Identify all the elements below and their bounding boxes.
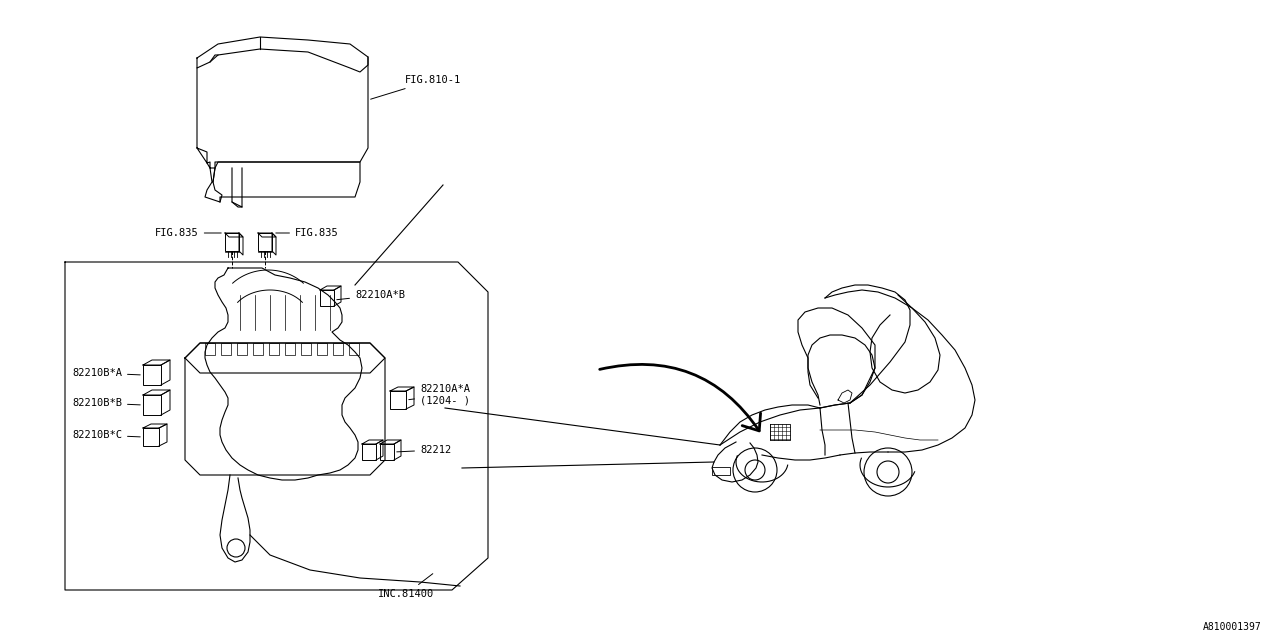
Text: 82212: 82212 [397,445,452,455]
Text: 82210A*A
(1204- ): 82210A*A (1204- ) [408,384,470,406]
Bar [143,365,161,385]
Bar [143,428,159,446]
Bar [380,444,394,460]
Text: FIG.835: FIG.835 [275,228,339,238]
Bar [390,391,406,409]
Bar [205,343,215,355]
FancyArrowPatch shape [600,364,760,431]
Bar [253,343,262,355]
Bar [221,343,230,355]
Text: 82210B*A: 82210B*A [72,368,141,378]
Text: FIG.810-1: FIG.810-1 [371,75,461,99]
Bar [237,343,247,355]
Bar [143,395,161,415]
Text: FIG.835: FIG.835 [155,228,221,238]
Bar [349,343,358,355]
Bar [320,290,334,306]
Bar [269,343,279,355]
Text: A810001397: A810001397 [1203,622,1262,632]
Bar [225,233,239,251]
Text: 82210B*B: 82210B*B [72,398,141,408]
Bar [285,343,294,355]
Bar [362,444,376,460]
Bar [317,343,326,355]
Text: INC.81400: INC.81400 [378,573,434,599]
Text: 82210A*B: 82210A*B [337,290,404,300]
Bar [259,233,273,251]
Bar [333,343,343,355]
Bar [301,343,311,355]
Bar [712,467,730,475]
Text: 82210B*C: 82210B*C [72,430,141,440]
